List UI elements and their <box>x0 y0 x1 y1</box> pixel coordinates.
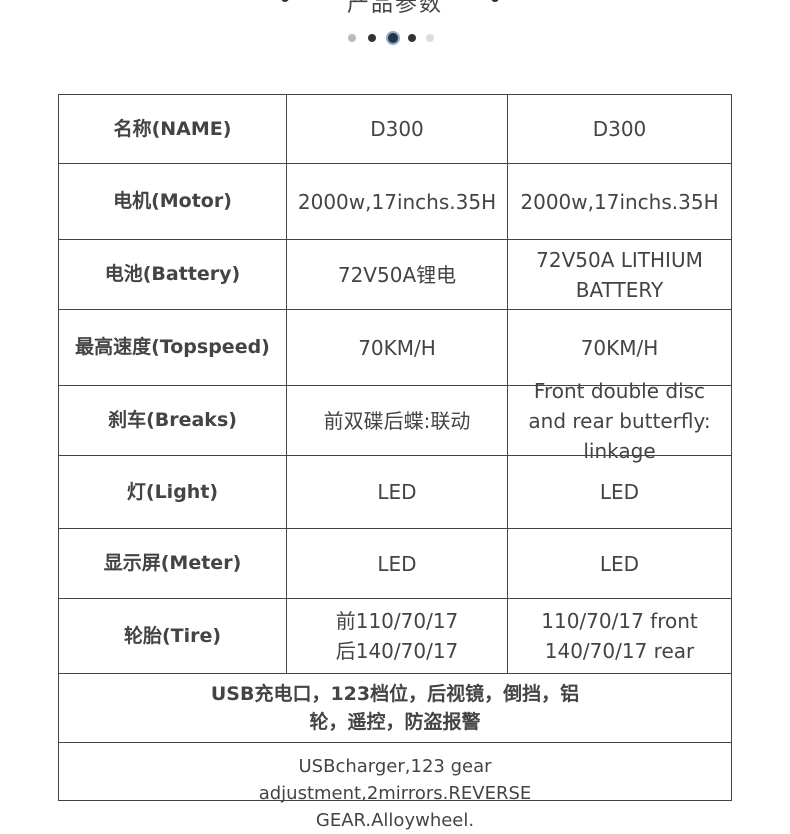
spec-cell: 72V50A锂电 <box>286 239 508 310</box>
cell-text: D300 <box>592 117 647 141</box>
cell-text: 72V50A锂电 <box>337 262 457 287</box>
cell-text: 刹车(Breaks) <box>108 409 237 432</box>
cell-text: 电池(Battery) <box>104 263 241 286</box>
spec-cell: D300 <box>507 94 732 164</box>
note-row: USBcharger,123 gear adjustment,2mirrors.… <box>58 742 732 831</box>
cell-text: 名称(NAME) <box>113 117 232 140</box>
spec-cell: LED <box>507 455 732 529</box>
spec-cell: LED <box>286 455 508 529</box>
spec-cell: 72V50A LITHIUM BATTERY <box>507 239 732 310</box>
row-header: 灯(Light) <box>58 455 287 529</box>
row-header: 刹车(Breaks) <box>58 385 287 456</box>
row-header: 轮胎(Tire) <box>58 598 287 674</box>
cell-text: 前110/70/17 <box>335 609 459 633</box>
note-row: USB充电口，123档位，后视镜，倒挡，铝轮，遥控，防盗报警 <box>58 673 732 743</box>
cell-text: USBcharger,123 gear adjustment,2mirrors.… <box>258 756 532 831</box>
cell-text: D300 <box>370 117 424 141</box>
cell-text: LED <box>377 551 417 576</box>
spec-cell: Front double disc and rear butterfly: li… <box>507 379 732 463</box>
section-title: 产品参数 <box>346 0 443 17</box>
cell-text: 最高速度(Topspeed) <box>75 336 270 359</box>
spec-cell: 2000w,17inchs.35H <box>507 163 732 240</box>
row-header: 显示屏(Meter) <box>58 528 287 599</box>
cell-text: 110/70/17 front <box>541 609 698 633</box>
row-header: 电池(Battery) <box>58 239 287 310</box>
cell-text: LED <box>377 480 417 504</box>
spec-cell: 70KM/H <box>507 309 732 386</box>
cell-text: LED <box>599 551 640 576</box>
carousel-dot[interactable] <box>368 34 376 42</box>
spec-cell: 2000w,17inchs.35H <box>286 163 508 240</box>
spec-cell: 前双碟后蝶:联动 <box>286 385 508 456</box>
cell-text: 电机(Motor) <box>113 190 232 213</box>
spec-cell: 前110/70/17 后140/70/17 <box>286 598 508 674</box>
cell-text: USB充电口，123档位，后视镜，倒挡，铝轮，遥控，防盗报警 <box>210 682 580 734</box>
title-bullet <box>281 0 289 2</box>
spec-cell: D300 <box>286 94 508 164</box>
cell-text: 显示屏(Meter) <box>103 552 242 575</box>
cell-text: 轮胎(Tire) <box>123 624 222 647</box>
cell-text: 2000w,17inchs.35H <box>297 189 497 214</box>
carousel-dot-active[interactable] <box>386 31 400 45</box>
cell-text: Front double disc and rear butterfly: li… <box>528 378 711 463</box>
row-header: 名称(NAME) <box>58 94 287 164</box>
cell-text: 2000w,17inchs.35H <box>520 189 719 214</box>
cell-text: 72V50A LITHIUM BATTERY <box>536 247 703 302</box>
cell-text: 140/70/17 rear <box>544 639 695 663</box>
cell-text: LED <box>599 480 640 504</box>
cell-text: 灯(Light) <box>126 480 219 503</box>
spec-cell: LED <box>507 528 732 599</box>
spec-cell: LED <box>286 528 508 599</box>
carousel-dot[interactable] <box>408 34 416 42</box>
cell-text: 70KM/H <box>580 335 659 360</box>
cell-text: 70KM/H <box>358 335 436 360</box>
row-header: 最高速度(Topspeed) <box>58 309 287 386</box>
page: 产品参数 名称(NAME) D300 D300 电机(Motor) 2000w,17in… <box>58 0 732 831</box>
spec-cell: 110/70/17 front 140/70/17 rear <box>507 598 732 674</box>
carousel-dot[interactable] <box>426 34 434 42</box>
cell-text: 后140/70/17 <box>335 639 459 663</box>
spec-cell: 70KM/H <box>286 309 508 386</box>
title-bullet <box>491 0 499 2</box>
cell-text: 前双碟后蝶:联动 <box>323 408 471 433</box>
row-header: 电机(Motor) <box>58 163 287 240</box>
carousel-dot[interactable] <box>348 34 356 42</box>
